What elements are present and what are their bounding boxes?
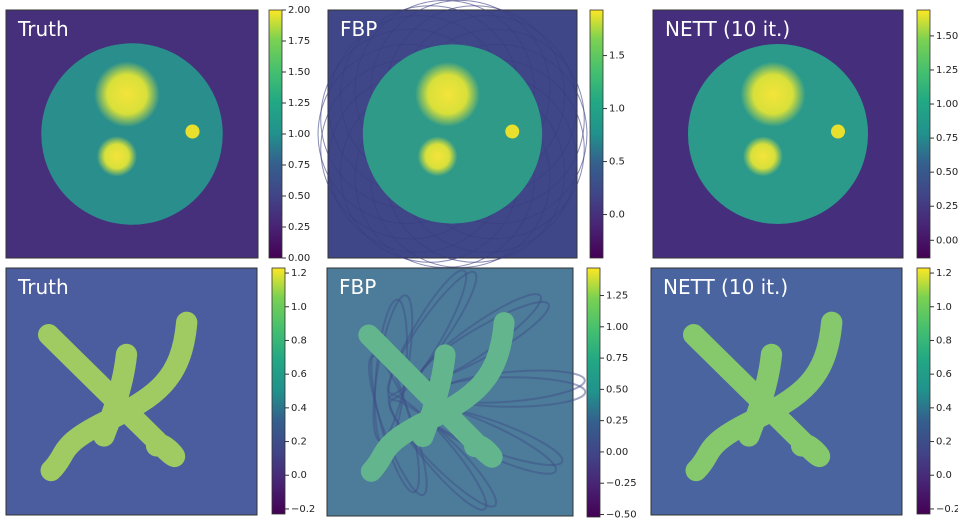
colorbar-tick-label: 0.25 [936, 201, 958, 212]
image [6, 268, 257, 515]
colorbar-tick-label: 0.25 [606, 416, 628, 427]
colorbar-tick-label: 1.00 [606, 322, 628, 333]
colorbar-tick-label: 0.2 [936, 437, 952, 448]
panel-title: NETT (10 it.) [663, 275, 788, 299]
colorbar-tick-label: −0.2 [936, 504, 958, 515]
panel-title: FBP [339, 275, 376, 299]
colorbar-tick-label: 1.0 [291, 302, 307, 313]
colorbar-tick-label: 0.0 [609, 210, 625, 221]
colorbar-tick-label: 0.8 [291, 335, 307, 346]
blob [741, 62, 806, 127]
image [653, 10, 903, 258]
panel-title: FBP [340, 17, 377, 41]
colorbar-tick-label: 1.5 [609, 51, 625, 62]
colorbar-tick-label: 1.0 [609, 104, 625, 115]
colorbar [917, 268, 930, 514]
colorbar-tick-label: 1.00 [936, 99, 958, 110]
blob [415, 62, 480, 127]
colorbar-tick-label: 0.25 [288, 222, 310, 233]
blob [97, 136, 137, 176]
colorbar-tick-label: 1.2 [936, 268, 952, 279]
colorbar [917, 10, 930, 258]
colorbar-tick-label: 1.2 [291, 268, 307, 279]
panel-title: Truth [17, 275, 69, 299]
colorbar-tick-label: 0.75 [936, 133, 958, 144]
colorbar-tick-label: 0.75 [606, 353, 628, 364]
colorbar [587, 268, 600, 517]
blob [743, 136, 783, 176]
colorbar-tick-label: 0.00 [288, 253, 310, 264]
colorbar-tick-label: 0.50 [936, 167, 958, 178]
colorbar-tick-label: 0.0 [291, 470, 307, 481]
panel-title: Truth [17, 17, 69, 41]
image [651, 268, 902, 515]
colorbar-tick-label: 1.25 [288, 98, 310, 109]
colorbar-tick-label: 0.8 [936, 335, 952, 346]
colorbar-tick-label: 0.4 [936, 403, 952, 414]
blob [418, 136, 458, 176]
blob [94, 62, 160, 128]
colorbar-tick-label: 0.0 [936, 470, 952, 481]
colorbar-tick-label: 0.2 [291, 437, 307, 448]
panel-title: NETT (10 it.) [665, 17, 790, 41]
colorbar-tick-label: 1.25 [936, 65, 958, 76]
colorbar-tick-label: 0.00 [606, 447, 628, 458]
colorbar-tick-label: 0.6 [936, 369, 952, 380]
colorbar-tick-label: 1.25 [606, 291, 628, 302]
colorbar-tick-label: 1.75 [288, 36, 310, 47]
colorbar [590, 10, 603, 258]
colorbar-tick-label: 0.4 [291, 403, 307, 414]
colorbar-tick-label: 1.00 [288, 129, 310, 140]
page: Truth 0.00 0.25 0.50 0.75 1.00 1.25 1.50 1.75 2.0… [0, 0, 958, 518]
colorbar-tick-label: −0.50 [606, 509, 637, 518]
colorbar-tick-label: 0.50 [606, 384, 628, 395]
dot [185, 124, 199, 138]
colorbar-tick-label: 0.50 [288, 191, 310, 202]
colorbar-tick-label: 1.50 [288, 67, 310, 78]
colorbar-tick-label: −0.2 [291, 504, 315, 515]
image [327, 263, 586, 518]
colorbar-tick-label: 0.00 [936, 235, 958, 246]
colorbar-tick-label: 1.50 [936, 31, 958, 42]
colorbar [272, 268, 285, 514]
image [6, 10, 258, 258]
colorbar-tick-label: 0.5 [609, 157, 625, 168]
dot [505, 125, 519, 139]
image-background [327, 268, 573, 516]
colorbar [269, 10, 282, 258]
colorbar-tick-label: 0.75 [288, 160, 310, 171]
dot [831, 125, 845, 139]
figure: Truth 0.00 0.25 0.50 0.75 1.00 1.25 1.50 1.75 2.0… [0, 0, 958, 518]
colorbar-tick-label: 1.0 [936, 302, 952, 313]
colorbar-tick-label: 0.6 [291, 369, 307, 380]
colorbar-tick-label: −0.25 [606, 478, 637, 489]
colorbar-tick-label: 2.00 [288, 5, 310, 16]
